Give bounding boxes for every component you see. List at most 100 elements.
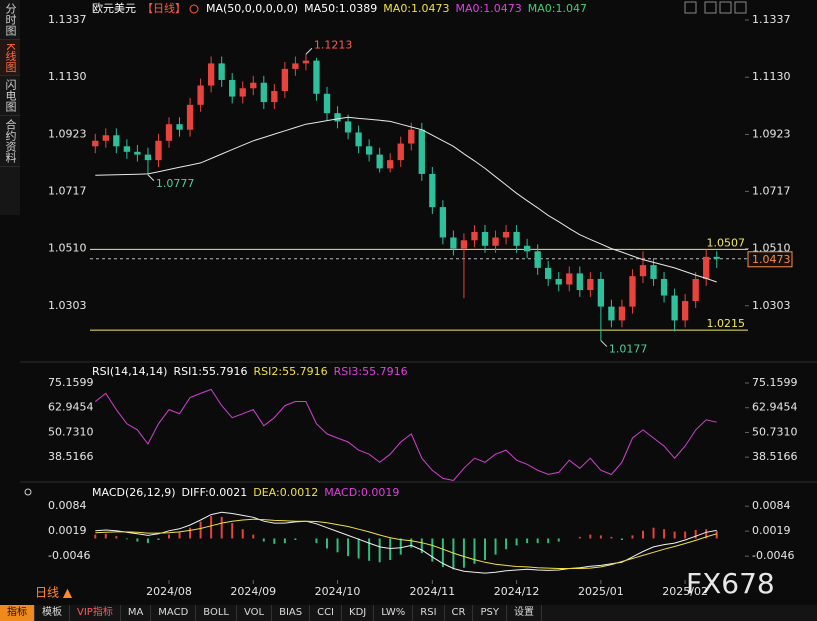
candle-body xyxy=(713,256,720,259)
candle-body xyxy=(397,143,404,161)
icon[interactable] xyxy=(734,1,747,14)
candle-body xyxy=(639,265,647,277)
icon[interactable] xyxy=(719,1,732,14)
x-tick-label: 2024/10 xyxy=(315,585,361,598)
candle-body xyxy=(513,231,520,246)
toolbar-button[interactable]: PSY xyxy=(473,605,507,621)
candle-body xyxy=(365,146,373,155)
y-tick-label: 75.1599 xyxy=(752,376,798,389)
y-tick-label: -0.0046 xyxy=(48,549,90,562)
y-tick-label: 1.0923 xyxy=(48,127,87,140)
sidebar-tab[interactable]: 闪电图 xyxy=(0,76,20,117)
candle-body xyxy=(429,173,436,208)
toolbar-button[interactable]: CCI xyxy=(310,605,343,621)
extreme-label: 1.0777 xyxy=(156,177,195,190)
indicator-header: MA0:1.0473 xyxy=(456,2,522,15)
chart-area: 日线 ▲ 欧元美元 【日线】 MA(50,0,0,0,0,0) MA50:1.0389… xyxy=(20,1,817,600)
candle-body xyxy=(344,121,352,133)
y-tick-label: 1.0717 xyxy=(48,184,87,197)
toolbar-button[interactable]: 模板 xyxy=(35,605,70,621)
indicator-header: MA(50,0,0,0,0,0) xyxy=(206,2,298,15)
sidebar-tab[interactable]: 合约资料 xyxy=(0,116,20,168)
candle-body xyxy=(545,267,552,279)
y-tick-label: 0.0084 xyxy=(752,499,791,512)
extreme-pointer xyxy=(600,340,608,347)
x-tick-label: 2025/01 xyxy=(578,585,624,598)
current-price-label: 1.0473 xyxy=(752,253,791,266)
indicator-line xyxy=(95,116,717,283)
indicator-header: RSI2:55.7916 xyxy=(254,365,328,378)
y-tick-label: 1.0303 xyxy=(48,299,87,312)
toolbar-button[interactable]: LW% xyxy=(374,605,414,621)
candle-body xyxy=(229,79,236,97)
y-tick-label: 1.1130 xyxy=(752,70,791,83)
y-tick-label: 0.0084 xyxy=(48,499,87,512)
candle-body xyxy=(302,60,310,64)
toolbar-button[interactable]: MACD xyxy=(151,605,197,621)
candle-body xyxy=(376,154,383,169)
candle-body xyxy=(587,278,594,291)
candle-body xyxy=(155,140,162,161)
indicator-header: RSI3:55.7916 xyxy=(334,365,408,378)
candle-body xyxy=(523,245,531,252)
watermark: FX678 xyxy=(686,567,775,600)
candle-body xyxy=(492,237,499,246)
extreme-label: 1.0177 xyxy=(609,343,648,356)
candle-body xyxy=(566,273,573,285)
candle-body xyxy=(113,135,120,147)
candle-body xyxy=(450,237,457,249)
y-tick-label: 1.0923 xyxy=(752,127,791,140)
toolbar-button[interactable]: KDJ xyxy=(342,605,375,621)
indicator-header: RSI(14,14,14) xyxy=(92,365,167,378)
toolbar-button[interactable]: BIAS xyxy=(272,605,311,621)
period-label[interactable]: 日线 ▲ xyxy=(35,586,73,600)
indicator-header: 【日线】 xyxy=(142,1,186,15)
candle-body xyxy=(218,63,225,80)
toolbar-button[interactable]: VOL xyxy=(237,605,273,621)
toolbar-button[interactable]: 设置 xyxy=(507,605,542,621)
sidebar-tab[interactable]: 分时图 xyxy=(0,0,20,40)
candle-body xyxy=(481,231,489,246)
y-tick-label: 0.0019 xyxy=(48,524,87,537)
candle-body xyxy=(239,88,246,97)
candle-body xyxy=(134,151,141,155)
icon[interactable] xyxy=(704,1,717,14)
y-tick-label: 62.9454 xyxy=(752,401,798,414)
window-icons xyxy=(684,1,747,14)
indicator-header: MA50:1.0389 xyxy=(304,2,377,15)
toolbar-button[interactable]: 指标 xyxy=(0,605,35,621)
x-tick-label: 2024/09 xyxy=(230,585,276,598)
y-tick-label: 50.7310 xyxy=(752,425,798,438)
candle-body xyxy=(576,273,583,291)
x-tick-label: 2025/02 xyxy=(662,585,708,598)
toolbar-button[interactable]: VIP指标 xyxy=(70,605,121,621)
candle-body xyxy=(144,154,152,161)
candle-body xyxy=(323,93,331,114)
candle-body xyxy=(597,278,605,307)
extreme-pointer xyxy=(305,47,313,55)
candle-body xyxy=(650,265,657,279)
toolbar-button[interactable]: BOLL xyxy=(196,605,237,621)
indicator-header: DIFF:0.0021 xyxy=(182,486,248,499)
y-tick-label: 50.7310 xyxy=(48,425,94,438)
candle-body xyxy=(387,160,394,169)
candle-body xyxy=(292,63,299,69)
y-tick-label: 1.1337 xyxy=(752,13,791,26)
candle-body xyxy=(692,278,699,302)
y-tick-label: 1.1130 xyxy=(48,70,87,83)
candle-body xyxy=(471,231,478,241)
indicator-icon[interactable] xyxy=(24,488,32,496)
extreme-label: 1.1213 xyxy=(314,38,353,51)
x-tick-label: 2024/11 xyxy=(409,585,455,598)
y-tick-label: -0.0046 xyxy=(752,549,794,562)
toolbar-button[interactable]: RSI xyxy=(413,605,445,621)
y-tick-label: 38.5166 xyxy=(752,450,798,463)
y-tick-label: 1.0510 xyxy=(48,242,87,255)
toolbar-button[interactable]: MA xyxy=(121,605,152,621)
sidebar-tab[interactable]: K线图 xyxy=(0,40,20,77)
y-tick-label: 1.0717 xyxy=(752,184,791,197)
candle-body xyxy=(408,129,415,144)
icon[interactable] xyxy=(684,1,697,14)
toolbar-button[interactable]: CR xyxy=(445,605,474,621)
